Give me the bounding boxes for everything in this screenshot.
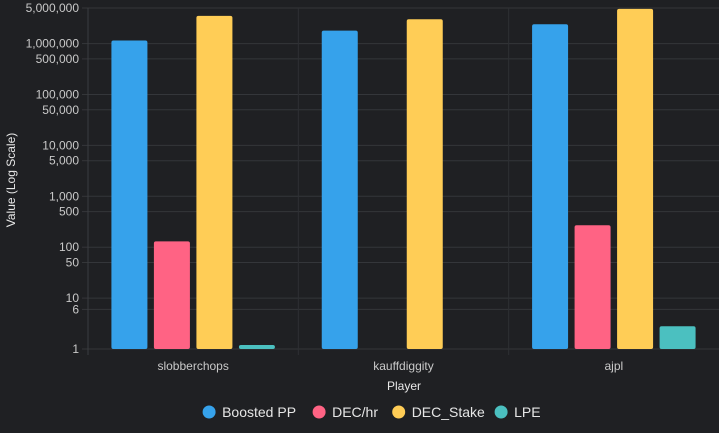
bar-boosted-pp-kauffdiggity: [321, 30, 358, 349]
y-tick-label: 10,000: [42, 138, 79, 152]
x-axis-title: Player: [387, 379, 421, 393]
y-tick-label: 50,000: [42, 103, 79, 117]
y-tick-label: 500: [59, 205, 79, 219]
y-tick-label: 1,000: [49, 189, 79, 203]
y-tick-label: 100,000: [36, 87, 80, 101]
legend-label: Boosted PP: [222, 404, 296, 420]
bar-dec-stake-slobberchops: [196, 15, 233, 349]
y-axis-title: Value (Log Scale): [4, 133, 18, 228]
x-tick-label: kauffdiggity: [373, 359, 434, 373]
legend-item-dec-hr[interactable]: DEC/hr: [312, 404, 379, 420]
legend: Boosted PP DEC/hr DEC_Stake LPE: [202, 404, 541, 420]
legend-item-lpe[interactable]: LPE: [494, 404, 541, 420]
legend-label: DEC_Stake: [412, 404, 485, 420]
x-tick-label: slobberchops: [157, 359, 228, 373]
legend-item-dec-stake[interactable]: DEC_Stake: [392, 404, 485, 420]
y-tick-label: 1: [72, 342, 79, 356]
bar-dec-hr-slobberchops: [153, 241, 190, 349]
grid-lines: [82, 7, 719, 355]
y-tick-label: 500,000: [36, 52, 80, 66]
legend-label: DEC/hr: [332, 404, 378, 420]
legend-swatch: [202, 405, 216, 419]
legend-label: LPE: [514, 404, 540, 420]
y-tick-label: 6: [72, 302, 79, 316]
bar-lpe-ajpl: [659, 326, 696, 349]
y-tick-label: 50: [66, 256, 80, 270]
y-tick-label: 5,000,000: [26, 1, 80, 15]
bar-boosted-pp-ajpl: [532, 24, 569, 349]
bar-dec-stake-kauffdiggity: [406, 19, 443, 349]
y-tick-label: 10: [66, 291, 80, 305]
y-axis-ticks: 1 610 50 100 500 1,000 5,000 10,000 50,000 100,00…: [26, 1, 80, 356]
y-tick-label: 100: [59, 240, 79, 254]
bar-boosted-pp-slobberchops: [111, 40, 148, 350]
legend-item-boosted-pp[interactable]: Boosted PP: [202, 404, 296, 420]
y-tick-label: 1,000,000: [26, 37, 80, 51]
legend-swatch: [494, 405, 508, 419]
legend-swatch: [312, 405, 326, 419]
bar-dec-hr-ajpl: [574, 225, 611, 349]
bar-dec-stake-ajpl: [617, 8, 654, 349]
x-axis-ticks: slobberchops kauffdiggity ajpl: [157, 359, 623, 373]
legend-swatch: [392, 405, 406, 419]
y-tick-label: 5,000: [49, 154, 79, 168]
bars: [111, 8, 696, 350]
bar-lpe-slobberchops: [238, 344, 275, 349]
x-tick-label: ajpl: [604, 359, 623, 373]
